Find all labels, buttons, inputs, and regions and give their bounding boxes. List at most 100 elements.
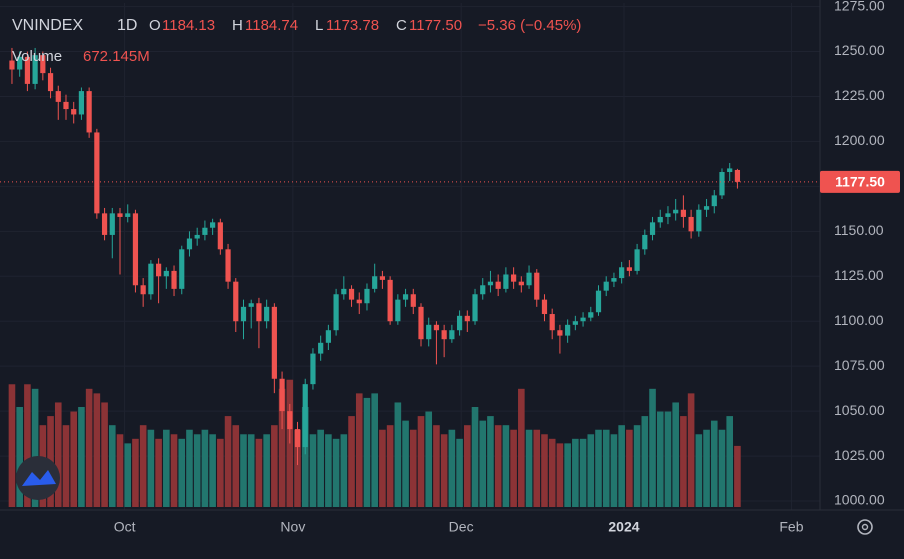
volume-bar — [695, 434, 703, 507]
volume-bar — [70, 411, 78, 507]
volume-bar — [101, 402, 108, 507]
volume-bar — [116, 434, 124, 507]
candle-body — [94, 132, 100, 214]
volume-bar — [186, 429, 193, 507]
volume-bar — [687, 393, 695, 507]
volume-bar — [85, 388, 93, 507]
candle-body — [711, 195, 717, 207]
candle-body — [557, 330, 563, 336]
candle-body — [603, 281, 609, 291]
candle-body — [248, 303, 254, 307]
candle-body — [456, 315, 463, 331]
volume-bar — [78, 407, 85, 507]
volume-bar — [201, 429, 209, 507]
volume-bar — [479, 420, 487, 507]
candle-body — [572, 321, 578, 325]
candle-body — [696, 209, 702, 232]
x-tick-label: 2024 — [608, 519, 639, 535]
volume-bar — [54, 402, 62, 507]
volume-bar — [734, 445, 741, 507]
volume-bar — [533, 429, 541, 507]
candle-body — [101, 213, 108, 235]
candle-body — [132, 213, 139, 286]
volume-bar — [301, 407, 309, 507]
volume-bar — [618, 425, 625, 507]
volume-bar — [348, 416, 355, 507]
high-value: 1184.74 — [245, 17, 298, 34]
candle-body — [657, 216, 663, 223]
symbol: VNINDEX — [12, 17, 83, 34]
volume-bar — [263, 434, 270, 507]
y-tick-label: 1075.00 — [834, 357, 885, 373]
candle-body — [140, 285, 146, 295]
settings[interactable] — [857, 519, 873, 535]
candle-body — [318, 342, 324, 354]
candle-body — [464, 315, 470, 322]
volume-bar — [525, 429, 533, 507]
last-price-badge — [820, 170, 900, 193]
candle-body — [341, 288, 347, 295]
candle-body — [271, 306, 277, 379]
volume-bar — [16, 407, 23, 507]
volume-bar — [124, 443, 132, 507]
candle-body — [78, 91, 85, 115]
candle-body — [55, 91, 61, 102]
volume-bar — [564, 443, 571, 507]
candle-body — [395, 299, 401, 322]
candle-body — [348, 288, 355, 300]
volume-bar — [108, 425, 116, 507]
candle-body — [387, 279, 393, 322]
candle-body — [63, 101, 69, 110]
candle-body — [171, 270, 177, 289]
interval: 1D — [117, 17, 137, 34]
volume-bar — [518, 388, 525, 507]
volume-bar — [510, 429, 517, 507]
candle-body — [372, 276, 378, 289]
logo[interactable] — [16, 456, 60, 500]
volume-bar — [641, 416, 649, 507]
y-tick-label: 1200.00 — [834, 132, 885, 148]
volume-bar — [417, 416, 425, 507]
candle-body — [186, 238, 193, 250]
candle-body — [264, 306, 270, 322]
volume-bar — [626, 429, 633, 507]
open-value: 1184.13 — [162, 17, 215, 34]
candle-body — [480, 285, 486, 295]
candle-body — [495, 281, 501, 289]
volume-bar — [703, 429, 710, 507]
candle-body — [9, 60, 15, 70]
candle-body — [217, 222, 223, 250]
candle-body — [734, 169, 741, 182]
candle-body — [32, 55, 38, 84]
candle-body — [163, 270, 169, 277]
volume-bar — [62, 425, 70, 507]
volume-bar — [456, 438, 463, 507]
last-price-label: 1177.50 — [835, 174, 885, 190]
volume-bar — [332, 438, 340, 507]
candle-body — [580, 317, 586, 322]
volume-bar — [24, 384, 31, 507]
candle-body — [433, 324, 440, 331]
volume-bar — [340, 434, 348, 507]
close-key: C — [396, 17, 407, 34]
volume-bar — [139, 425, 147, 507]
candle-body — [86, 91, 92, 133]
volume-bar — [440, 434, 448, 507]
candle-body — [256, 303, 262, 322]
candle-body — [125, 213, 131, 217]
volume-bar — [232, 425, 240, 507]
candle-body — [17, 56, 23, 70]
candle-body — [503, 274, 509, 289]
candle-body — [727, 168, 733, 172]
volume-value: 672.145M — [83, 48, 150, 65]
settings-icon[interactable] — [857, 519, 873, 535]
candle-body — [649, 222, 656, 235]
candle-body — [179, 249, 185, 289]
open-key: O — [149, 17, 161, 34]
y-tick-label: 1025.00 — [834, 447, 885, 463]
volume-bar — [394, 402, 402, 507]
volume-bar — [587, 434, 595, 507]
x-tick-label: Oct — [114, 519, 136, 535]
x-tick-label: Feb — [779, 519, 803, 535]
